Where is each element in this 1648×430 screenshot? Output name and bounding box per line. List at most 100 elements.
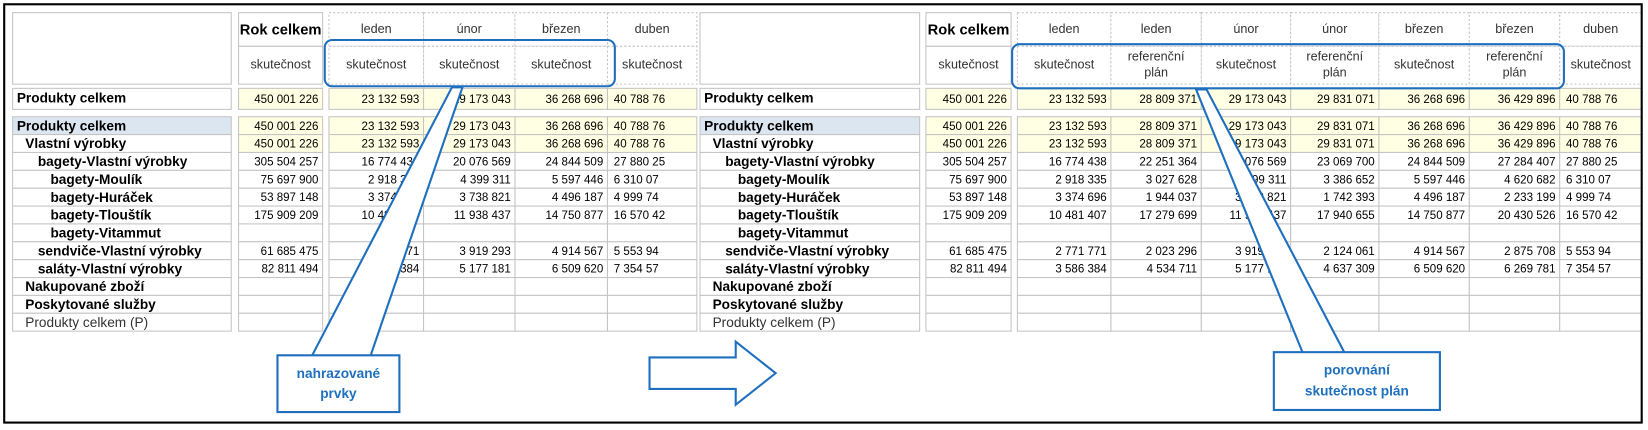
value-cell (514, 277, 609, 296)
value-cell (238, 294, 324, 314)
value-cell (1468, 312, 1561, 332)
value-cell (1559, 312, 1643, 332)
header-cell (1016, 45, 1112, 85)
value-cell (1378, 277, 1470, 296)
cell-value: 4 399 311 (460, 174, 511, 186)
cell-value: 23 069 700 (1317, 156, 1375, 168)
cell-value: 82 811 494 (950, 264, 1008, 276)
label-cell (699, 87, 921, 110)
header-cell (238, 45, 324, 85)
cell-value: 6 509 620 (552, 264, 603, 276)
value-cell (925, 294, 1012, 314)
cell-value: 23 132 593 (1049, 94, 1107, 106)
year-header: Rok celkem (928, 22, 1010, 38)
row-label: bagety-Huráček (738, 190, 841, 205)
header-cell (606, 12, 698, 47)
cell-value: 450 001 226 (254, 121, 318, 133)
row-label: Poskytované služby (713, 297, 844, 312)
cell-value: 40 788 76 (614, 139, 665, 151)
value-cell (1378, 223, 1470, 243)
subheader: skutečnost (439, 58, 500, 72)
callout-box (1272, 351, 1441, 412)
value-cell (1468, 223, 1561, 243)
value-cell (606, 312, 698, 332)
row-label: Produkty celkem (P) (25, 315, 148, 330)
cell-value: 4 999 74 (1566, 192, 1612, 204)
cell-value: 3 374 696 (1055, 192, 1106, 204)
cell-value: 450 001 226 (943, 121, 1007, 133)
value-cell (238, 223, 324, 243)
value-cell (1200, 294, 1292, 314)
cell-value: 36 268 696 (545, 121, 603, 133)
cell-value: 3 738 821 (459, 192, 510, 204)
cell-value: 175 909 209 (254, 210, 318, 222)
arrow (648, 339, 778, 407)
cell-value: 16 774 438 (1049, 156, 1107, 168)
cell-value: 36 429 896 (1498, 139, 1556, 151)
value-cell (423, 277, 516, 296)
cell-value: 53 897 148 (949, 192, 1007, 204)
cell-value: 2 918 335 (1055, 174, 1106, 186)
row-label: saláty-Vlastní výrobky (725, 261, 870, 276)
cell-value: 16 774 438 (362, 156, 420, 168)
header-cell (1378, 45, 1470, 85)
month-header: únor (1233, 22, 1258, 36)
cell-value: 6 269 781 (1504, 264, 1555, 276)
row-label: bagety-Vlastní výrobky (38, 154, 188, 169)
value-cell (925, 223, 1012, 243)
cell-value: 5 597 446 (552, 174, 603, 186)
header-cell (1290, 12, 1380, 47)
month-header: leden (361, 22, 392, 36)
row-label: Produkty celkem (17, 90, 126, 105)
value-cell (1290, 223, 1380, 243)
value-cell (423, 312, 516, 332)
callout-text: porovnání (1324, 363, 1391, 378)
cell-value: 29 831 071 (1317, 94, 1375, 106)
month-header: únor (457, 22, 482, 36)
subheader: skutečnost (531, 58, 592, 72)
row-label: Nakupované zboží (25, 279, 145, 294)
row-label: sendviče-Vlastní výrobky (38, 243, 202, 258)
cell-value: 22 251 364 (1139, 156, 1197, 168)
cell-value: 1 944 037 (1146, 192, 1197, 204)
value-cell (1559, 277, 1643, 296)
value-cell (606, 87, 698, 110)
cell-value: 7 354 57 (614, 264, 659, 276)
header-cell (328, 45, 425, 85)
cell-value: 5 597 446 (1414, 174, 1465, 186)
value-cell (514, 223, 609, 243)
cell-value: 36 429 896 (1498, 121, 1556, 133)
cell-value: 61 685 475 (949, 246, 1007, 258)
cell-value: 27 284 407 (1498, 156, 1556, 168)
cell-value: 2 233 199 (1504, 192, 1555, 204)
cell-value: 4 496 187 (552, 192, 603, 204)
annotations: nahrazované prvky porovnání skutečnost p… (3, 3, 1643, 424)
cell-value: 23 132 593 (362, 94, 420, 106)
cell-value: 6 310 07 (614, 174, 659, 186)
cell-value: 23 132 593 (1049, 121, 1107, 133)
row-label: saláty-Vlastní výrobky (38, 261, 183, 276)
cell-value: 17 940 655 (1317, 210, 1375, 222)
month-header: březen (1405, 22, 1444, 36)
cell-value: 450 001 226 (943, 139, 1007, 151)
row-label: bagety-Moulík (738, 172, 830, 187)
row-label: Nakupované zboží (713, 279, 833, 294)
value-cell (606, 223, 698, 243)
cell-value: 29 173 043 (1229, 139, 1287, 151)
cell-value: 5 553 94 (614, 246, 660, 258)
cell-value: 450 001 226 (943, 94, 1007, 106)
cell-value: 24 844 509 (545, 156, 603, 168)
value-cell (1559, 294, 1643, 314)
cell-value: 3 386 652 (1323, 174, 1374, 186)
cell-value: 2 875 708 (1504, 246, 1555, 258)
label-cell (699, 312, 921, 332)
row-label: Vlastní výrobky (25, 136, 126, 151)
cell-value: 23 132 593 (362, 139, 420, 151)
cell-value: 450 001 226 (254, 139, 318, 151)
cell-value: 16 570 42 (614, 210, 665, 222)
header-cell (1200, 45, 1292, 85)
value-cell (423, 294, 516, 314)
row-label: Vlastní výrobky (713, 136, 814, 151)
row-label: Produkty celkem (P) (713, 315, 836, 330)
